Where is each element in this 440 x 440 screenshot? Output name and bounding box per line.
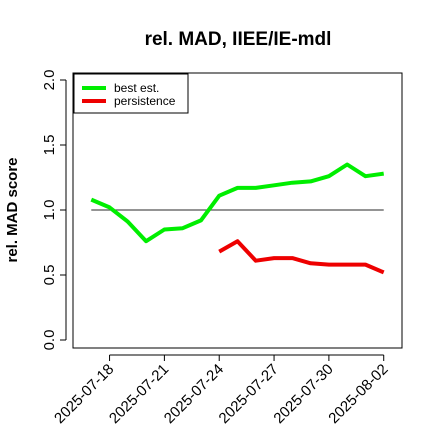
y-axis-label: rel. MAD score bbox=[4, 157, 21, 262]
y-axis: 0.0 0.5 1.0 1.5 2.0 bbox=[41, 70, 67, 351]
legend: best est. persistence bbox=[73, 73, 189, 114]
plot-frame bbox=[72, 72, 403, 349]
legend-label-persistence: persistence bbox=[114, 94, 176, 108]
x-axis: 2025-07-182025-07-212025-07-242025-07-27… bbox=[51, 354, 392, 427]
y-tick-label: 0.5 bbox=[41, 265, 58, 286]
y-tick-label: 1.0 bbox=[41, 200, 58, 221]
legend-label-best-est: best est. bbox=[114, 81, 159, 95]
chart-title: rel. MAD, IIEE/IE-mdl bbox=[145, 29, 332, 50]
series-line-best-est bbox=[90, 162, 385, 244]
series-layer bbox=[90, 162, 385, 275]
y-tick-label: 1.5 bbox=[41, 135, 58, 156]
y-tick-label: 0.0 bbox=[41, 330, 58, 351]
series-line-persistence bbox=[218, 239, 385, 275]
legend-box bbox=[73, 73, 189, 114]
x-tick-label: 2025-08-02 bbox=[325, 361, 391, 427]
y-tick-label: 2.0 bbox=[41, 70, 58, 91]
